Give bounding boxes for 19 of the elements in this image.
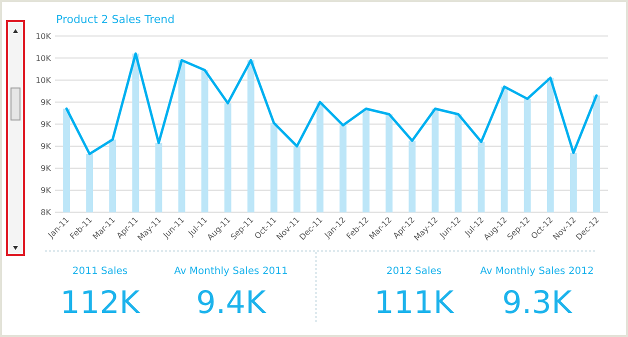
chart-title: Product 2 Sales Trend bbox=[56, 13, 175, 26]
y-tick-label: 9K bbox=[40, 142, 52, 151]
y-tick-label: 9K bbox=[40, 186, 52, 196]
y-tick-label: 10K bbox=[36, 32, 52, 41]
y-tick-label: 10K bbox=[36, 54, 52, 63]
y-tick-label: 9K bbox=[40, 164, 52, 174]
y-tick-label: 9K bbox=[40, 120, 52, 129]
text: 9.3K bbox=[502, 285, 572, 321]
y-tick-label: 9K bbox=[40, 98, 52, 107]
text: 2012 Sales bbox=[386, 266, 442, 277]
text: 111K bbox=[374, 285, 454, 321]
y-tick-label: 8K bbox=[40, 208, 52, 218]
text: Av Monthly Sales 2012 bbox=[480, 266, 594, 277]
text: 9.4K bbox=[196, 285, 266, 321]
line-series bbox=[65, 52, 598, 156]
text: 2011 Sales bbox=[72, 266, 128, 277]
text: 112K bbox=[60, 285, 140, 321]
y-tick-label: 10K bbox=[36, 76, 52, 85]
text: Av Monthly Sales 2011 bbox=[174, 266, 288, 277]
